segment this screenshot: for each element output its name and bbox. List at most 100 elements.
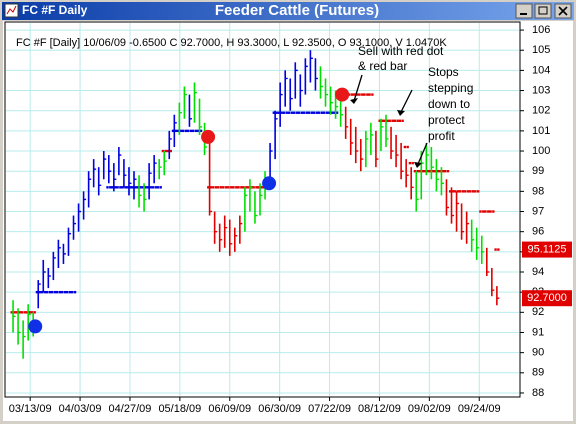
stop-dot [312, 111, 316, 114]
stop-dot [184, 129, 188, 133]
stop-dot [396, 119, 399, 122]
stop-dot [164, 149, 167, 153]
stop-dot [479, 210, 482, 213]
stop-dot [386, 119, 389, 122]
stop-dot [353, 93, 356, 96]
annotation: down to [428, 97, 470, 111]
stop-dot [40, 290, 44, 294]
stop-dot [174, 129, 178, 133]
stop-dot [320, 111, 324, 114]
arrow-head [397, 110, 405, 116]
stop-dot [260, 186, 263, 189]
stop-dot [121, 186, 124, 189]
stop-dot [413, 169, 417, 173]
annotation: Stops [428, 65, 459, 79]
stop-dot [426, 169, 430, 173]
stop-dot [436, 169, 440, 173]
y-tick-label: 97 [532, 205, 544, 217]
grid [6, 23, 524, 401]
stop-dot [189, 129, 193, 133]
stop-dot [45, 290, 49, 294]
stop-dot [255, 186, 258, 189]
stop-dot [285, 111, 288, 114]
stop-dot [25, 311, 29, 314]
stop-dot [464, 190, 467, 193]
stop-dot [275, 111, 278, 114]
stop-dot [335, 111, 339, 114]
stop-dot [20, 311, 24, 314]
stop-dot [315, 111, 319, 114]
stop-dot [358, 93, 361, 96]
stop-dot [106, 186, 109, 189]
annotation: stepping [428, 81, 473, 95]
arrow [353, 74, 363, 102]
stop-dot [366, 93, 369, 96]
stop-dot [245, 186, 248, 189]
stop-dot [497, 248, 500, 251]
stop-dot [194, 129, 198, 133]
x-tick-label: 05/18/09 [158, 403, 201, 415]
marks [10, 50, 500, 359]
stop-dot [48, 290, 52, 294]
stop-dot [232, 186, 235, 189]
stop-dot [449, 190, 452, 193]
stop-dot [466, 190, 470, 193]
annotation: & red bar [358, 59, 407, 73]
signal-dot [28, 319, 43, 334]
stop-dot [30, 311, 34, 314]
maximize-button[interactable] [534, 3, 552, 19]
stop-dot [297, 111, 301, 114]
stop-dot [310, 111, 314, 114]
stop-dot [477, 190, 480, 193]
stop-dot [166, 149, 170, 153]
stop-dot [65, 290, 69, 294]
minimize-button[interactable] [515, 3, 533, 19]
stop-dot [15, 311, 18, 314]
stop-dot [176, 129, 180, 133]
stop-dot [469, 190, 472, 193]
stop-dot [186, 129, 190, 133]
arrow-head [350, 98, 358, 104]
stop-dot [461, 190, 465, 193]
stop-dot [58, 290, 62, 294]
stop-dot [330, 111, 334, 114]
stop-dot [446, 169, 450, 173]
title-bar [2, 2, 574, 20]
stop-dot [149, 186, 152, 189]
stop-dot [438, 169, 442, 173]
y-tick-label: 101 [532, 125, 550, 137]
stop-dot [146, 186, 150, 189]
stop-dot [371, 93, 374, 96]
stop-dot [325, 111, 329, 114]
arrow [417, 142, 428, 165]
stop-dot [33, 311, 36, 314]
stop-dot [423, 169, 427, 173]
stop-dot [60, 290, 64, 294]
stop-dot [421, 169, 424, 173]
window-buttons[interactable] [515, 3, 572, 19]
stop-dot [388, 119, 391, 122]
stop-dot [247, 186, 250, 189]
x-tick-label: 09/02/09 [408, 403, 451, 415]
y-tick-label: 88 [532, 387, 544, 399]
x-tick-label: 04/03/09 [59, 403, 102, 415]
stop-dot [134, 186, 137, 189]
stop-dot [43, 290, 46, 294]
y-tick-label: 89 [532, 367, 544, 379]
x-tick-label: 08/12/09 [358, 403, 401, 415]
y-tick-label: 90 [532, 347, 544, 359]
stop-dot [381, 119, 384, 122]
stop-dot [403, 145, 407, 149]
signal-dot [201, 129, 216, 144]
stop-dot [116, 186, 119, 189]
stop-dot [428, 169, 432, 173]
stop-dot [272, 111, 276, 114]
stop-dot [471, 190, 475, 193]
annotation: Sell with red dot [358, 44, 444, 58]
arrow-head [414, 162, 422, 168]
stop-dot [111, 186, 114, 189]
stop-dot [280, 111, 283, 114]
stop-dot [482, 210, 485, 213]
